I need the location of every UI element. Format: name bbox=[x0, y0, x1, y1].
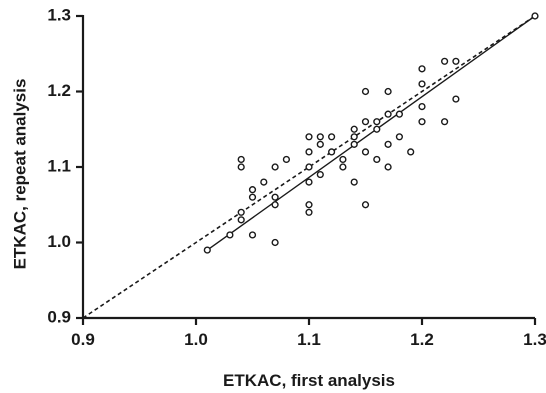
x-axis-label: ETKAC, first analysis bbox=[223, 371, 395, 390]
data-point bbox=[373, 155, 381, 164]
data-point bbox=[237, 216, 245, 224]
data-point bbox=[271, 163, 279, 171]
data-point bbox=[395, 133, 404, 141]
data-point bbox=[328, 148, 336, 156]
data-point bbox=[328, 133, 336, 141]
data-point bbox=[384, 140, 392, 148]
data-point bbox=[248, 193, 257, 201]
data-point bbox=[316, 140, 324, 148]
data-point bbox=[361, 201, 370, 209]
data-point bbox=[316, 170, 324, 179]
data-point bbox=[271, 238, 279, 247]
data-point bbox=[248, 231, 257, 239]
data-point bbox=[350, 125, 358, 133]
data-point bbox=[237, 208, 245, 216]
data-point bbox=[384, 110, 392, 118]
data-point bbox=[361, 87, 370, 96]
data-point bbox=[316, 133, 324, 141]
data-point bbox=[350, 140, 358, 148]
y-tick-label: 1.2 bbox=[47, 81, 71, 100]
data-point bbox=[203, 246, 211, 254]
data-point bbox=[305, 133, 313, 141]
data-point bbox=[282, 155, 291, 164]
data-point bbox=[418, 118, 426, 126]
y-tick-label: 1.1 bbox=[47, 156, 71, 175]
data-point bbox=[248, 186, 257, 194]
data-point bbox=[237, 163, 245, 171]
data-point bbox=[305, 178, 313, 186]
data-point bbox=[361, 148, 370, 156]
data-point bbox=[384, 87, 392, 96]
data-point bbox=[441, 118, 449, 126]
data-point bbox=[407, 148, 415, 156]
data-point bbox=[418, 80, 426, 88]
data-point bbox=[350, 178, 358, 186]
data-point bbox=[452, 57, 460, 65]
data-point bbox=[271, 193, 279, 201]
data-point bbox=[373, 118, 381, 126]
data-point bbox=[418, 102, 426, 111]
data-point bbox=[339, 163, 347, 171]
x-tick-label: 0.9 bbox=[71, 330, 95, 349]
data-point bbox=[339, 155, 347, 164]
data-point bbox=[305, 163, 313, 171]
data-point bbox=[384, 163, 392, 171]
y-tick-label: 0.9 bbox=[47, 307, 71, 326]
data-point bbox=[452, 95, 460, 103]
y-axis-title: ETKAC, repeat analysis bbox=[10, 79, 29, 270]
plot-area: 0.9 1.0 1.1 1.2 1.3 0.9 1.0 1.1 1.2 1.3 bbox=[47, 5, 546, 349]
y-axis-label: ETKAC, repeat analysis bbox=[10, 79, 29, 270]
data-point bbox=[305, 208, 313, 216]
data-point bbox=[260, 178, 268, 186]
data-point bbox=[350, 133, 358, 141]
data-point bbox=[373, 125, 381, 133]
data-point bbox=[271, 201, 279, 209]
x-tick-label: 1.3 bbox=[523, 330, 546, 349]
data-point bbox=[395, 110, 404, 118]
data-point bbox=[418, 65, 426, 73]
y-tick-label: 1.3 bbox=[47, 5, 71, 24]
data-point bbox=[441, 57, 449, 65]
data-point bbox=[361, 118, 370, 126]
x-tick-label: 1.2 bbox=[410, 330, 434, 349]
y-tick-label: 1.0 bbox=[47, 232, 71, 251]
regression-line bbox=[206, 15, 536, 251]
x-tick-label: 1.0 bbox=[184, 330, 208, 349]
data-point bbox=[305, 201, 313, 209]
x-tick-label: 1.1 bbox=[297, 330, 321, 349]
data-point bbox=[531, 12, 539, 20]
data-point bbox=[305, 148, 313, 156]
data-point bbox=[226, 231, 234, 239]
data-point bbox=[237, 155, 245, 164]
